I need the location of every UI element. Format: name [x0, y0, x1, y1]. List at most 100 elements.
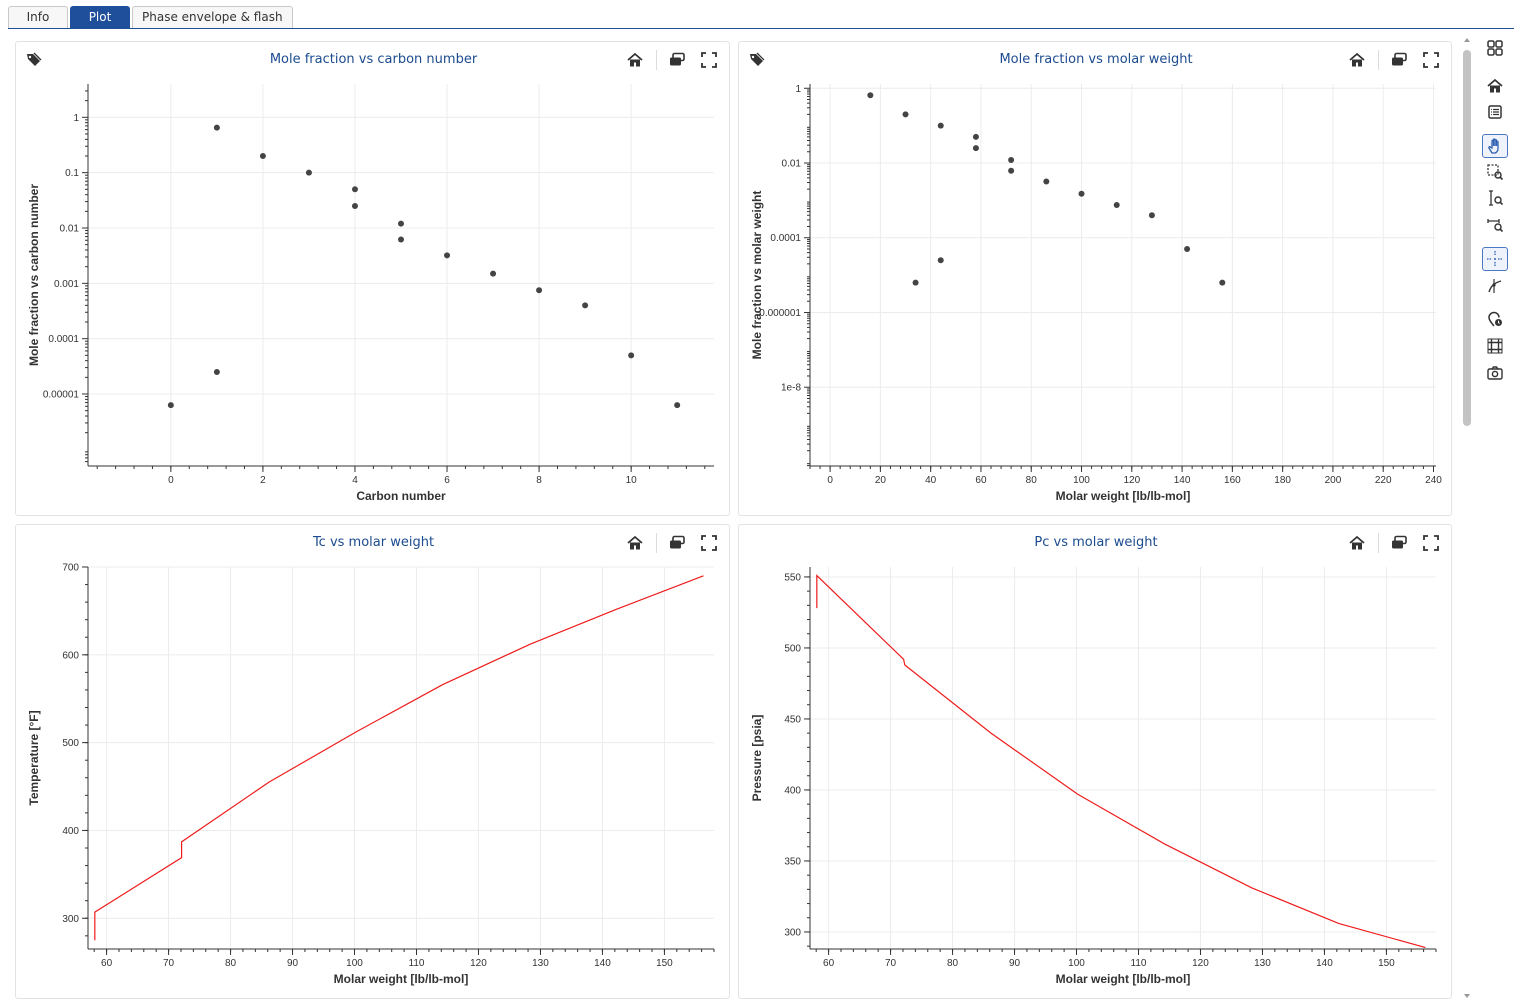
tab-plot[interactable]: Plot: [70, 6, 130, 29]
y-zoom-icon[interactable]: [1482, 186, 1508, 210]
fullscreen-icon[interactable]: [700, 51, 718, 69]
y-axis-label: Mole fraction vs carbon number: [27, 184, 41, 366]
y-axis-label: Pressure [psia]: [750, 715, 764, 802]
y-tick-label: 450: [784, 714, 801, 725]
tab-phase-envelope-flash[interactable]: Phase envelope & flash: [132, 6, 293, 29]
x-axis-label: Carbon number: [356, 489, 446, 503]
grid-icon[interactable]: [1482, 334, 1508, 358]
data-point: [867, 92, 874, 99]
y-tick-label: 300: [62, 914, 79, 925]
tab-info[interactable]: Info: [8, 6, 68, 29]
x-tick-label: 240: [1425, 475, 1442, 486]
tab-bar: Info Plot Phase envelope & flash: [8, 6, 293, 29]
data-point: [937, 257, 944, 264]
x-tick-label: 90: [1009, 958, 1021, 969]
panel-tc-vs-molar-weight: Tc vs molar weight 60 70 80 90 100 110 120 130 1…: [15, 524, 730, 999]
x-axis-label: Molar weight [lb/lb-mol]: [1056, 489, 1191, 503]
x-tick-label: 110: [409, 958, 425, 969]
data-point: [1184, 245, 1191, 252]
tab-underline: [8, 28, 1514, 29]
x-tick-label: 150: [1378, 958, 1395, 969]
scroll-thumb[interactable]: [1463, 50, 1471, 426]
data-point: [213, 368, 220, 375]
panel-mole-fraction-vs-molar-weight: Mole fraction vs molar weight 0 20 40 60 80 1…: [738, 41, 1452, 516]
y-axis-label: Temperature [°F]: [27, 710, 41, 805]
scroll-down-icon[interactable]: [1463, 992, 1471, 1000]
tag-icon[interactable]: [748, 51, 766, 69]
data-point: [536, 287, 543, 294]
data-point: [444, 252, 451, 259]
x-tick-label: 90: [287, 958, 299, 969]
toggle-icon[interactable]: [1390, 51, 1408, 69]
x-tick-label: 200: [1325, 475, 1342, 486]
x-tick-label: 140: [1174, 475, 1191, 486]
panel-pc-vs-molar-weight: Pc vs molar weight 60 70 80 90 100 110 120 130 1…: [738, 524, 1452, 999]
tag-icon[interactable]: [25, 51, 43, 69]
home-icon[interactable]: [626, 51, 644, 69]
y-tick-label: 1: [73, 113, 79, 124]
home-icon[interactable]: [626, 534, 644, 552]
x-tick-label: 180: [1274, 475, 1291, 486]
y-axis-label: Mole fraction vs molar weight: [750, 191, 764, 360]
grid-layout-icon[interactable]: [1482, 36, 1508, 60]
x-axis-label: Molar weight [lb/lb-mol]: [1056, 972, 1191, 986]
pan-hand-icon[interactable]: [1482, 134, 1508, 158]
vertical-scrollbar[interactable]: [1462, 36, 1472, 1000]
y-tick-label: 500: [62, 738, 79, 749]
home-icon[interactable]: [1482, 74, 1508, 98]
data-point: [167, 402, 174, 409]
toggle-icon[interactable]: [1390, 534, 1408, 552]
y-tick-label: 0.01: [782, 159, 802, 170]
crosshair-icon[interactable]: [1482, 247, 1508, 271]
line-hover-icon[interactable]: [1482, 273, 1508, 297]
pin-clock-icon[interactable]: [1482, 307, 1508, 331]
chart-mole-fraction-vs-molar-weight[interactable]: 0 20 40 60 80 100 120 140 160 180 200 220 240 1e-8 0.0…: [739, 42, 1453, 517]
y-tick-label: 0.00001: [43, 390, 80, 401]
y-tick-label: 1: [795, 84, 801, 95]
x-tick-label: 40: [925, 475, 937, 486]
panel-title: Mole fraction vs molar weight: [999, 52, 1193, 67]
fullscreen-icon[interactable]: [1422, 534, 1440, 552]
data-point: [1078, 190, 1085, 197]
x-tick-label: 120: [1192, 958, 1209, 969]
data-point: [674, 402, 681, 409]
x-tick-label: 2: [260, 475, 266, 486]
series-line: [816, 574, 1426, 949]
y-tick-label: 0.01: [60, 223, 80, 234]
x-tick-label: 70: [163, 958, 175, 969]
toggle-icon[interactable]: [668, 51, 686, 69]
toolbar-divider: [1378, 533, 1379, 553]
x-tick-label: 80: [1026, 475, 1038, 486]
fullscreen-icon[interactable]: [700, 534, 718, 552]
camera-icon[interactable]: [1482, 361, 1508, 385]
data-point: [351, 202, 358, 209]
chart-tc-vs-molar-weight[interactable]: 60 70 80 90 100 110 120 130 140 150 300 400 500 600 70…: [16, 525, 731, 1000]
data-point: [490, 270, 497, 277]
toolbar-divider: [656, 533, 657, 553]
x-axis-label: Molar weight [lb/lb-mol]: [334, 972, 469, 986]
list-icon[interactable]: [1482, 100, 1508, 124]
data-point: [1113, 202, 1120, 209]
plot-toolbar: [1482, 36, 1510, 396]
data-point: [972, 145, 979, 152]
chart-mole-fraction-vs-carbon-number[interactable]: 0 2 4 6 8 10 0.00001 0.0001 0.001 0.01 0.1 1 Carbon …: [16, 42, 731, 517]
toggle-icon[interactable]: [668, 534, 686, 552]
x-tick-label: 0: [827, 475, 833, 486]
panel-title: Tc vs molar weight: [312, 535, 435, 550]
x-tick-label: 150: [656, 958, 673, 969]
panel-mole-fraction-vs-carbon-number: Mole fraction vs carbon number 0 2 4 6 8 10 0.…: [15, 41, 730, 516]
chart-pc-vs-molar-weight[interactable]: 60 70 80 90 100 110 120 130 140 150 300 350 400 450 50…: [739, 525, 1453, 1000]
x-tick-label: 70: [885, 958, 897, 969]
scroll-up-icon[interactable]: [1463, 36, 1471, 44]
x-zoom-icon[interactable]: [1482, 212, 1508, 236]
y-tick-label: 1e-8: [781, 383, 801, 394]
home-icon[interactable]: [1348, 51, 1366, 69]
x-tick-label: 140: [594, 958, 611, 969]
box-zoom-icon[interactable]: [1482, 160, 1508, 184]
y-tick-label: 600: [62, 650, 79, 661]
data-point: [937, 122, 944, 129]
data-point: [259, 152, 266, 159]
fullscreen-icon[interactable]: [1422, 51, 1440, 69]
home-icon[interactable]: [1348, 534, 1366, 552]
data-point: [1148, 212, 1155, 219]
